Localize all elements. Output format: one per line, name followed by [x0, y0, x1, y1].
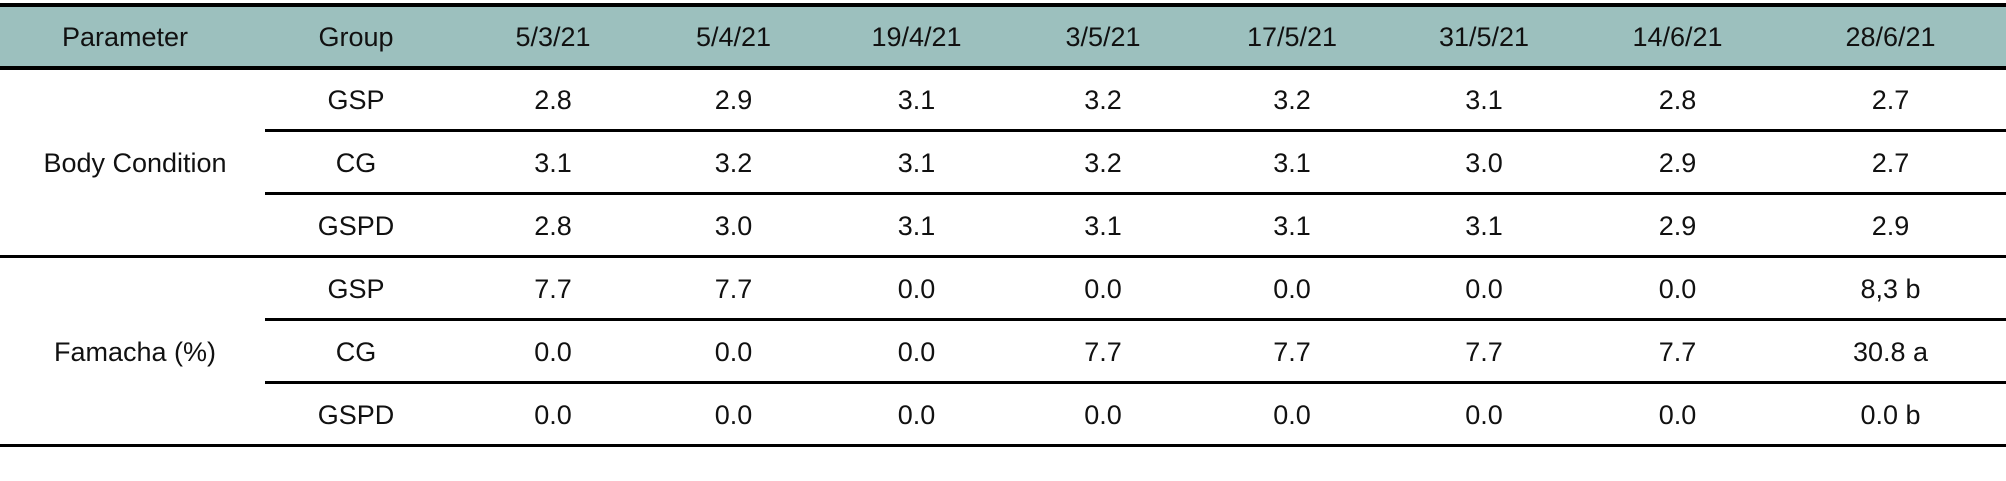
value-cell: 0.0: [1273, 399, 1311, 430]
value-cell: 0.0 b: [1860, 399, 1921, 430]
value-cell: 8,3 b: [1860, 273, 1921, 304]
rule: [265, 129, 2006, 132]
value-cell: 0.0: [1465, 273, 1503, 304]
value-cell: 0.0: [714, 399, 753, 430]
value-cell: 3.1: [1273, 210, 1311, 241]
value-cell: 2.9: [1871, 210, 1910, 241]
rule: [265, 192, 2006, 195]
value-cell: 2.8: [1658, 84, 1697, 115]
header-background: [0, 6, 2006, 68]
rule: [265, 318, 2006, 321]
value-cell: 3.2: [714, 147, 753, 178]
value-cell: 0.0: [1084, 273, 1122, 304]
value-cell: 0.0: [1658, 399, 1697, 430]
value-cell: 2.7: [1871, 147, 1910, 178]
value-cell: 3.1: [1273, 147, 1311, 178]
header-cell: 31/5/21: [1438, 22, 1530, 52]
parameter-cell: Famacha (%): [53, 336, 217, 367]
value-cell: 3.0: [1465, 147, 1503, 178]
header-cell: Group: [318, 22, 394, 52]
rule: [0, 3, 2006, 7]
header-cell: 14/6/21: [1632, 22, 1723, 52]
header-cell: 28/6/21: [1845, 22, 1936, 52]
value-cell: 3.2: [1084, 147, 1122, 178]
value-cell: 0.0: [1658, 273, 1697, 304]
group-cell: CG: [335, 147, 377, 178]
parameter-cell: Body Condition: [43, 147, 227, 178]
value-cell: 3.1: [1084, 210, 1122, 241]
value-cell: 2.9: [714, 84, 753, 115]
value-cell: 3.1: [1465, 210, 1503, 241]
value-cell: 0.0: [714, 336, 753, 367]
value-cell: 0.0: [1465, 399, 1503, 430]
group-cell: CG: [335, 336, 377, 367]
value-cell: 7.7: [1658, 336, 1697, 367]
value-cell: 7.7: [714, 273, 753, 304]
value-cell: 3.1: [897, 210, 936, 241]
group-cell: GSPD: [317, 210, 395, 241]
rule: [0, 255, 2006, 258]
value-cell: 3.1: [897, 147, 936, 178]
rule: [0, 444, 2006, 447]
value-cell: 2.8: [534, 210, 572, 241]
value-cell: 0.0: [897, 399, 936, 430]
value-cell: 0.0: [534, 336, 572, 367]
rule: [265, 381, 2006, 384]
value-cell: 7.7: [534, 273, 572, 304]
value-cell: 3.1: [897, 84, 936, 115]
value-cell: 3.1: [534, 147, 572, 178]
value-cell: 7.7: [1084, 336, 1122, 367]
header-cell: 3/5/21: [1065, 22, 1141, 52]
value-cell: 2.8: [534, 84, 572, 115]
value-cell: 2.7: [1871, 84, 1910, 115]
header-cell: Parameter: [61, 22, 189, 52]
header-cell: 5/4/21: [695, 22, 772, 52]
value-cell: 0.0: [1084, 399, 1122, 430]
value-cell: 0.0: [897, 336, 936, 367]
value-cell: 0.0: [897, 273, 936, 304]
value-cell: 0.0: [1273, 273, 1311, 304]
value-cell: 3.1: [1465, 84, 1503, 115]
header-cell: 5/3/21: [515, 22, 591, 52]
value-cell: 2.9: [1658, 210, 1697, 241]
group-cell: GSP: [327, 84, 385, 115]
header-cell: 19/4/21: [871, 22, 962, 52]
value-cell: 7.7: [1465, 336, 1503, 367]
value-cell: 0.0: [534, 399, 572, 430]
value-cell: 2.9: [1658, 147, 1697, 178]
group-cell: GSP: [327, 273, 385, 304]
value-cell: 30.8 a: [1852, 336, 1929, 367]
value-cell: 3.2: [1084, 84, 1122, 115]
group-cell: GSPD: [317, 399, 395, 430]
value-cell: 3.2: [1273, 84, 1311, 115]
value-cell: 7.7: [1273, 336, 1311, 367]
rule: [0, 66, 2006, 70]
value-cell: 3.0: [714, 210, 753, 241]
header-cell: 17/5/21: [1246, 22, 1338, 52]
